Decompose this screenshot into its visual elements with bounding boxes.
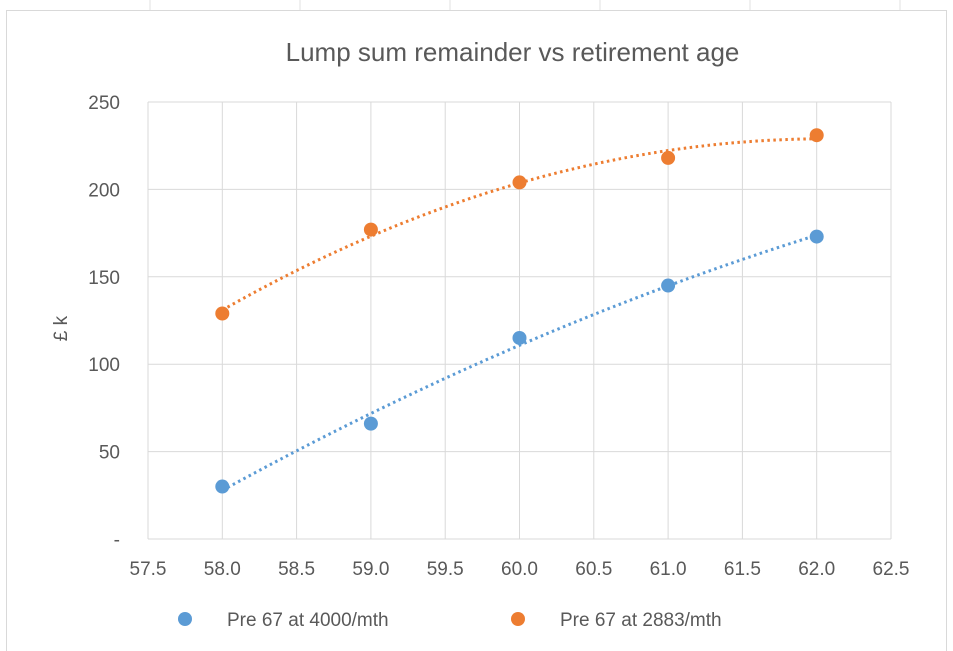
data-point-series-2[interactable]: [512, 175, 527, 190]
y-axis-title: £ k: [51, 315, 72, 341]
data-point-series-1[interactable]: [512, 330, 527, 345]
y-tick-label: 250: [88, 93, 120, 114]
y-tick-label: 50: [99, 443, 120, 464]
data-point-series-1[interactable]: [215, 479, 230, 494]
x-tick-label: 58.0: [204, 559, 241, 580]
legend[interactable]: Pre 67 at 4000/mth Pre 67 at 2883/mth: [178, 610, 722, 631]
y-tick-label: 200: [88, 180, 120, 201]
x-tick-label: 60.0: [501, 559, 538, 580]
chart-title: Lump sum remainder vs retirement age: [286, 37, 740, 67]
legend-label-series-1: Pre 67 at 4000/mth: [227, 610, 389, 631]
data-point-series-2[interactable]: [363, 222, 378, 237]
x-tick-label: 61.5: [724, 559, 761, 580]
y-tick-label: -: [114, 530, 120, 551]
data-point-series-1[interactable]: [363, 416, 378, 431]
trendline-series-1: [221, 233, 818, 492]
data-series: [215, 128, 824, 494]
chart-area[interactable]: Lump sum remainder vs retirement age - 50…: [6, 10, 947, 651]
x-tick-label: 57.5: [130, 559, 167, 580]
x-tick-label: 61.0: [650, 559, 687, 580]
y-tick-label: 100: [88, 355, 120, 376]
legend-marker-series-1: [178, 612, 192, 626]
y-tick-label: 150: [88, 268, 120, 289]
x-tick-label: 62.0: [798, 559, 835, 580]
y-axis-tick-labels: - 50 100 150 200 250: [88, 93, 120, 551]
legend-marker-series-2: [511, 612, 525, 626]
data-point-series-2[interactable]: [661, 150, 676, 165]
x-axis-tick-labels: 57.5 58.0 58.5 59.0 59.5 60.0 60.5 61.0 61.5 62.0…: [130, 559, 910, 580]
data-point-series-2[interactable]: [809, 128, 824, 143]
gridlines: [147, 101, 892, 540]
data-point-series-1[interactable]: [661, 278, 676, 293]
scatter-chart: Lump sum remainder vs retirement age - 50…: [51, 37, 910, 631]
legend-label-series-2: Pre 67 at 2883/mth: [560, 610, 722, 631]
x-tick-label: 60.5: [575, 559, 612, 580]
x-tick-label: 59.5: [427, 559, 464, 580]
data-point-series-2[interactable]: [215, 306, 230, 321]
x-tick-label: 59.0: [352, 559, 389, 580]
x-tick-label: 58.5: [278, 559, 315, 580]
x-tick-label: 62.5: [873, 559, 910, 580]
data-point-series-1[interactable]: [809, 229, 824, 244]
